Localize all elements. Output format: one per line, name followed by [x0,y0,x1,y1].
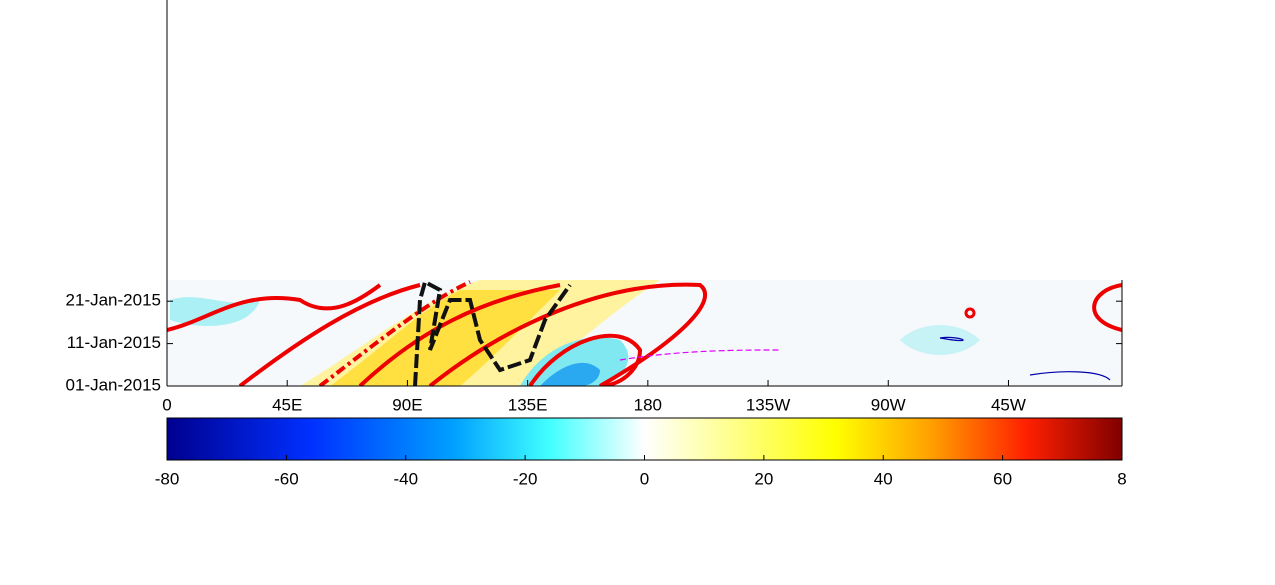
contour-line [238,283,421,386]
colorbar-tick-label: -40 [393,469,418,488]
colorbar-tick-label: -60 [274,469,299,488]
contour-line [318,280,471,386]
x-tick-label: 90E [392,395,422,414]
negative-anomaly [540,362,600,386]
contour-line [428,282,707,386]
colorbar-tick-label: 8 [1117,469,1126,488]
negative-anomaly [900,325,980,355]
negative-anomaly [520,337,629,386]
contour-field [167,280,1122,386]
x-tick-label: 135E [508,395,548,414]
colorbar-tick-label: 0 [640,469,649,488]
x-tick-label: 45E [272,395,302,414]
contour-line [528,333,643,386]
contour-line [1092,283,1122,332]
y-tick-label: 21-Jan-2015 [66,291,161,310]
colorbar-tick-label: 40 [874,469,893,488]
x-tick-label: 0 [162,395,171,414]
contour-line [619,349,781,361]
colorbar-tick-label: 20 [754,469,773,488]
contour-line [358,283,561,386]
contour-line [939,336,1111,381]
colorbar-tick-label: 60 [993,469,1012,488]
y-tick-label: 01-Jan-2015 [66,375,161,394]
contour-line [167,283,382,332]
colorbar [166,417,1123,461]
contour-line [413,280,572,386]
y-tick-label: 11-Jan-2015 [67,333,161,352]
x-tick-label: 90W [871,395,906,414]
colorbar-tick-label: -80 [155,469,180,488]
x-tick-label: 135W [746,395,790,414]
x-tick-label: 180 [634,395,662,414]
x-tick-label: 45W [991,395,1026,414]
colorbar-tick-label: -20 [513,469,538,488]
contour-line [964,307,976,319]
field-background [167,280,1122,386]
